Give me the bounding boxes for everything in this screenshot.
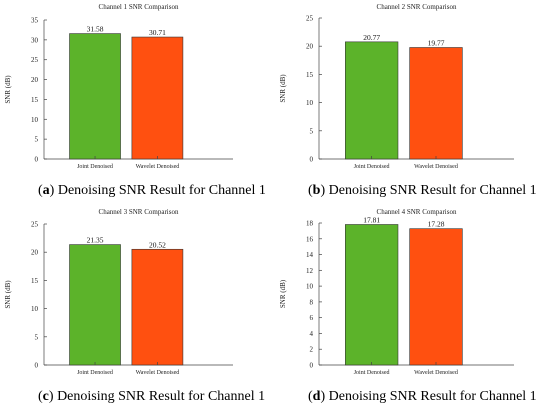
x-tick-label: Wavelet Denoised [136,370,180,376]
y-tick-label: 15 [31,96,39,104]
y-tick-label: 10 [31,116,39,124]
x-tick-label: Joint Denoised [354,370,390,376]
y-tick-label: 25 [31,56,39,64]
data-label: 31.58 [87,25,104,34]
chart-panel-3: 0 5 10 15 20 25 SNR (dB) Channel 3 SNR Comparis… [0,205,275,410]
y-tick-label: 15 [31,277,39,285]
y-tick-label: 25 [306,15,314,23]
chart-title: Channel 2 SNR Comparison [377,3,457,11]
y-tick-label: 5 [310,127,314,135]
y-tick-label: 4 [310,330,314,338]
x-tick-label: Wavelet Denoised [136,164,180,170]
bar [69,33,121,160]
y-tick-label: 20 [31,249,39,257]
bar [409,47,463,160]
y-tick-label: 14 [306,251,314,259]
bar [69,244,121,366]
y-tick-label: 2 [310,346,314,354]
data-label: 21.35 [87,236,104,245]
caption-1: (a) Denoising SNR Result for Channel 1 [38,183,266,198]
chart-3-svg: 0 5 10 15 20 25 SNR (dB) Channel 3 SNR Comparis… [4,208,233,376]
bar [345,224,399,366]
y-tick-label: 15 [306,71,314,79]
caption-text: Denoising SNR Result for Channel 1 [57,389,266,404]
chart-title: Channel 1 SNR Comparison [99,3,179,11]
bar [345,41,399,160]
caption-text: Denoising SNR Result for Channel 1 [328,183,537,198]
y-tick-label: 10 [31,305,39,313]
y-tick-label: 12 [306,267,314,275]
y-tick-label: 18 [306,220,314,228]
caption-2: (b) Denoising SNR Result for Channel 1 [308,183,537,198]
data-label: 20.52 [149,240,166,249]
bar [131,248,184,366]
data-label: 20.77 [363,33,380,42]
y-tick-label: 10 [306,99,314,107]
chart-title: Channel 3 SNR Comparison [99,208,179,216]
y-tick-label: 16 [306,235,314,243]
data-label: 30.71 [149,28,166,37]
caption-label: c [42,389,49,404]
y-tick-label: 25 [31,221,39,229]
x-tick-label: Joint Denoised [77,370,113,376]
chart-panel-1: 0 5 10 15 20 25 30 35 SNR (dB) Channel 1 SNR Comp… [0,0,275,205]
y-axis-label: SNR (dB) [4,280,12,309]
caption-label: b [312,183,321,198]
data-label: 19.77 [428,38,445,47]
y-axis-label: SNR (dB) [4,75,12,104]
x-tick-label: Joint Denoised [354,164,390,170]
chart-2-svg: 0 5 10 15 20 25 SNR (dB) Channel 2 SNR Comparis… [279,3,514,170]
chart-panel-4: 0 2 4 6 8 10 12 14 16 18 SNR (dB) Channel 4 SNR Com… [275,205,550,410]
data-label: 17.81 [363,215,380,224]
x-tick-label: Wavelet Denoised [414,164,458,170]
chart-1-svg: 0 5 10 15 20 25 30 35 SNR (dB) Channel 1 SNR Comp… [4,3,233,170]
y-tick-label: 0 [310,362,314,370]
y-axis-label: SNR (dB) [279,279,287,308]
bar [131,36,184,160]
bar [409,228,463,366]
y-tick-label: 10 [306,283,314,291]
y-tick-label: 35 [31,17,39,25]
y-tick-label: 6 [310,314,314,322]
y-axis-label: SNR (dB) [279,74,287,103]
caption-3: (c) Denoising SNR Result for Channel 1 [38,389,266,404]
chart-4-svg: 0 2 4 6 8 10 12 14 16 18 SNR (dB) Channel 4 SNR Com… [279,208,514,376]
x-tick-label: Joint Denoised [77,164,113,170]
caption-label: a [42,183,50,198]
y-tick-label: 20 [306,43,314,51]
y-tick-label: 0 [35,362,39,370]
y-tick-label: 20 [31,76,39,84]
y-tick-label: 0 [35,156,39,164]
y-tick-label: 5 [35,333,39,341]
data-label: 17.28 [428,220,445,229]
x-tick-label: Wavelet Denoised [414,370,458,376]
y-tick-label: 5 [35,136,39,144]
y-tick-label: 30 [31,36,39,44]
caption-text: Denoising SNR Result for Channel 1 [57,183,266,198]
caption-label: d [312,389,321,404]
caption-4: (d) Denoising SNR Result for Channel 1 [308,389,537,404]
y-tick-label: 8 [310,298,314,306]
chart-title: Channel 4 SNR Comparison [377,208,457,216]
chart-panel-2: 0 5 10 15 20 25 SNR (dB) Channel 2 SNR Comparis… [275,0,550,205]
y-tick-label: 0 [310,156,314,164]
caption-text: Denoising SNR Result for Channel 1 [328,389,537,404]
